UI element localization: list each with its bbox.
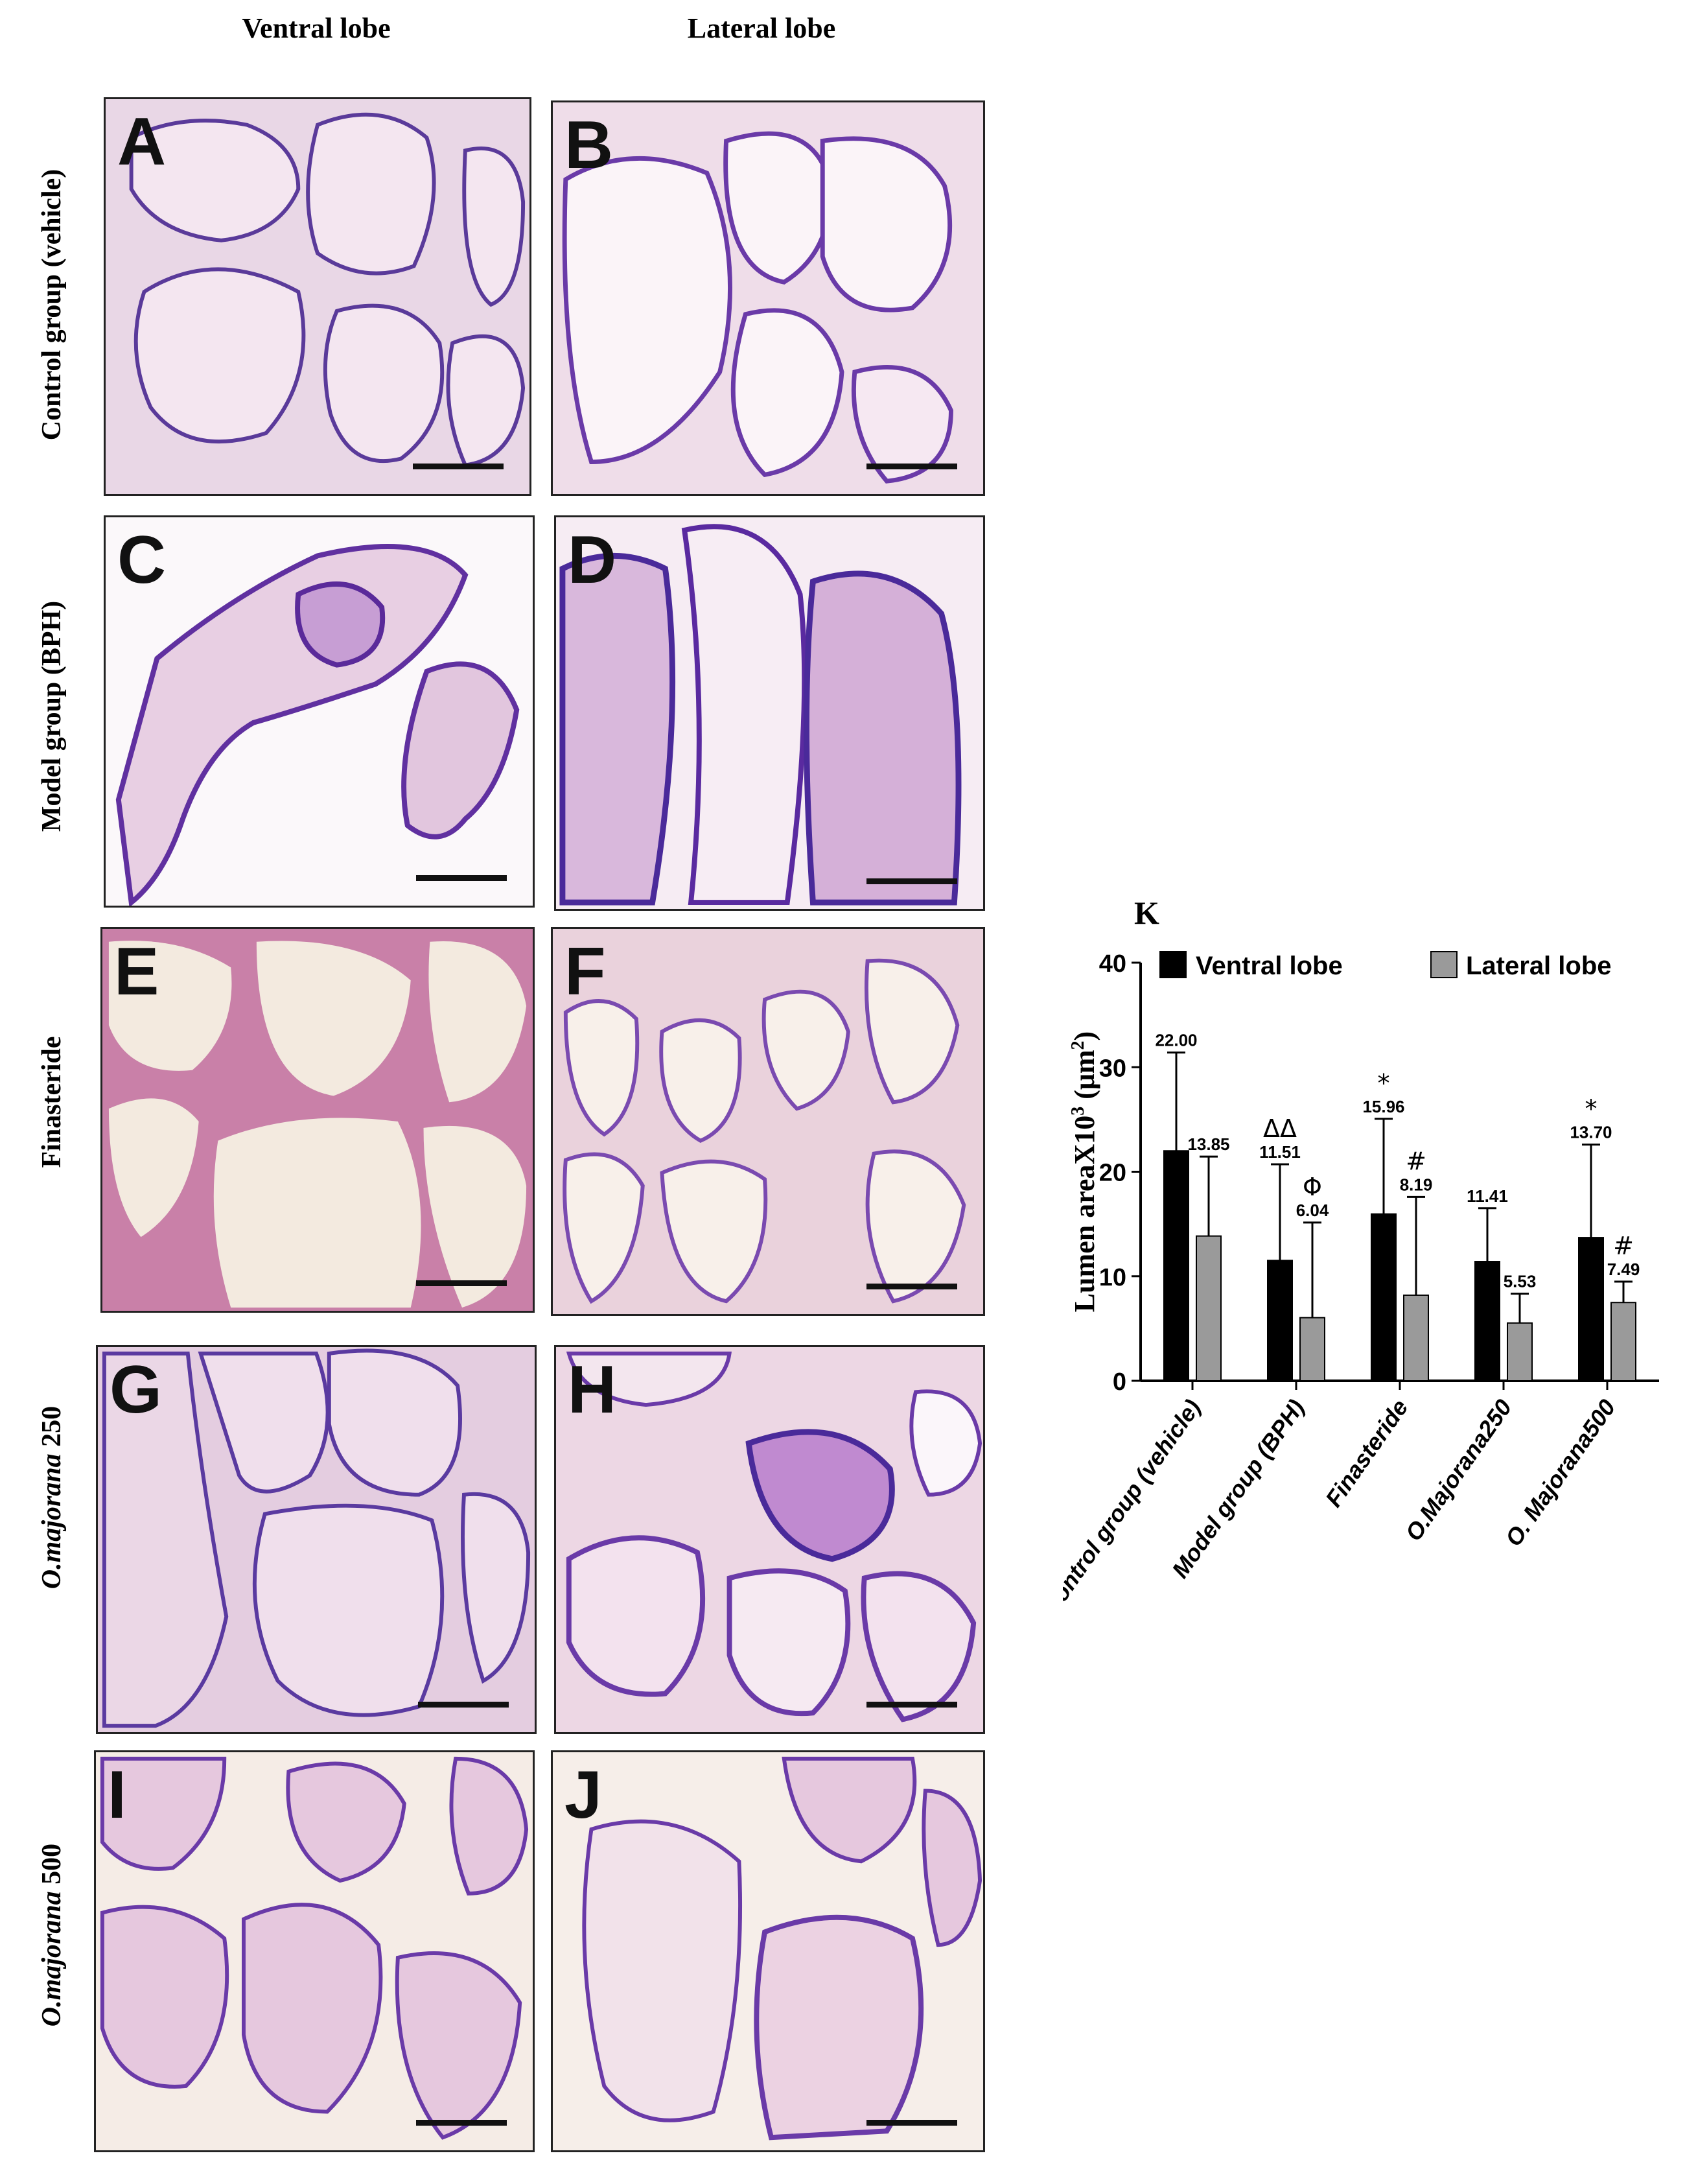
panel-g-tissue	[98, 1347, 535, 1732]
scale-bar	[416, 875, 507, 881]
y-tick-label: 40	[1099, 950, 1126, 978]
lateral-lobe-header: Lateral lobe	[687, 12, 836, 44]
panel-i-tissue	[96, 1752, 533, 2150]
bar-lateral	[1403, 1294, 1429, 1382]
row-label-model: Model group (BPH)	[37, 600, 67, 832]
bar-ventral	[1163, 1150, 1189, 1381]
legend-label-lateral: Lateral lobe	[1466, 952, 1612, 980]
panel-letter-a: A	[117, 104, 167, 180]
significance-marker: *	[1378, 1069, 1390, 1098]
panel-j-tissue	[553, 1752, 983, 2150]
panel-c-tissue	[106, 517, 533, 906]
y-tick-label: 20	[1099, 1160, 1126, 1187]
bar-ventral	[1578, 1237, 1604, 1382]
row-label-omajorana-500: O.majorana 500	[37, 1843, 67, 2027]
bar-lateral	[1610, 1302, 1636, 1382]
x-tick-label: O.Majorana250	[1400, 1394, 1516, 1545]
micrograph-panel-a: A	[104, 97, 531, 496]
panel-letter-d: D	[568, 523, 617, 598]
scale-bar	[866, 1284, 957, 1289]
y-tick-label: 10	[1099, 1264, 1126, 1291]
bar-lateral	[1507, 1322, 1533, 1381]
micrograph-panel-d: D	[554, 515, 985, 911]
row-label-omajorana-250: O.majorana 250	[37, 1405, 67, 1590]
chart-panel-letter: K	[1134, 895, 1159, 931]
data-label: 11.41	[1467, 1186, 1508, 1206]
significance-marker: Φ	[1303, 1173, 1322, 1201]
x-tick-label: Finasteride	[1320, 1394, 1413, 1512]
data-label: 8.19	[1400, 1175, 1433, 1194]
scale-bar	[866, 2120, 957, 2126]
micrograph-panel-b: B	[551, 100, 985, 496]
bar-lateral	[1196, 1235, 1222, 1382]
data-label: 22.00	[1155, 1031, 1197, 1050]
panel-letter-b: B	[564, 108, 614, 183]
scale-bar	[413, 464, 504, 469]
scale-bar	[416, 1280, 507, 1286]
legend-swatch-lateral	[1430, 951, 1458, 978]
micrograph-panel-e: E	[100, 927, 535, 1313]
significance-marker: *	[1585, 1095, 1598, 1123]
panel-letter-i: I	[108, 1757, 126, 1833]
panel-d-tissue	[556, 517, 983, 909]
micrograph-panel-h: H	[554, 1345, 985, 1734]
x-tick-label: O. Majorana500	[1500, 1394, 1620, 1551]
bar-lateral	[1299, 1317, 1325, 1381]
y-tick-label: 30	[1099, 1055, 1126, 1082]
legend-label-ventral: Ventral lobe	[1196, 952, 1343, 980]
panel-letter-g: G	[110, 1352, 162, 1427]
data-label: 5.53	[1504, 1272, 1537, 1291]
significance-marker: ΔΔ	[1263, 1114, 1297, 1143]
data-label: 6.04	[1296, 1201, 1329, 1220]
panel-h-tissue	[556, 1347, 983, 1732]
row-label-control: Control group (vehicle)	[37, 169, 67, 441]
row-label-finasteride: Finasteride	[37, 1036, 67, 1168]
data-label: 11.51	[1259, 1142, 1301, 1162]
bar-ventral	[1474, 1261, 1500, 1381]
scale-bar	[866, 878, 957, 884]
significance-marker: #	[1613, 1232, 1634, 1260]
ventral-lobe-header: Ventral lobe	[242, 12, 391, 44]
data-label: 7.49	[1607, 1260, 1640, 1279]
panel-letter-f: F	[564, 934, 606, 1009]
panel-f-tissue	[553, 929, 983, 1314]
scale-bar	[418, 1702, 509, 1708]
y-tick-label: 0	[1113, 1368, 1126, 1396]
scale-bar	[416, 2120, 507, 2126]
scale-bar	[866, 464, 957, 469]
legend-swatch-ventral	[1159, 951, 1187, 978]
y-axis-label: Lumen areaX103 (μm2)	[1068, 1031, 1100, 1312]
panel-e-tissue	[102, 929, 533, 1311]
data-label: 13.85	[1187, 1134, 1229, 1154]
lumen-area-bar-chart: K Ventral lobe Lateral lobe 0 10 20 30 40 Lumen …	[1063, 895, 1659, 1620]
panel-letter-e: E	[114, 934, 159, 1009]
micrograph-panel-g: G	[96, 1345, 537, 1734]
bar-ventral	[1371, 1213, 1397, 1382]
panel-a-tissue	[106, 99, 529, 494]
micrograph-panel-j: J	[551, 1750, 985, 2152]
significance-marker: #	[1406, 1147, 1426, 1175]
data-label: 13.70	[1570, 1123, 1612, 1142]
micrograph-panel-c: C	[104, 515, 535, 908]
data-label: 15.96	[1362, 1097, 1404, 1116]
x-tick-label: Control group (vehicle)	[1063, 1394, 1206, 1620]
panel-letter-j: J	[564, 1757, 602, 1833]
micrograph-panel-i: I	[94, 1750, 535, 2152]
bar-ventral	[1267, 1260, 1293, 1381]
scale-bar	[866, 1702, 957, 1708]
panel-letter-c: C	[117, 523, 167, 598]
panel-b-tissue	[553, 102, 983, 494]
micrograph-panel-f: F	[551, 927, 985, 1316]
panel-letter-h: H	[568, 1352, 617, 1427]
